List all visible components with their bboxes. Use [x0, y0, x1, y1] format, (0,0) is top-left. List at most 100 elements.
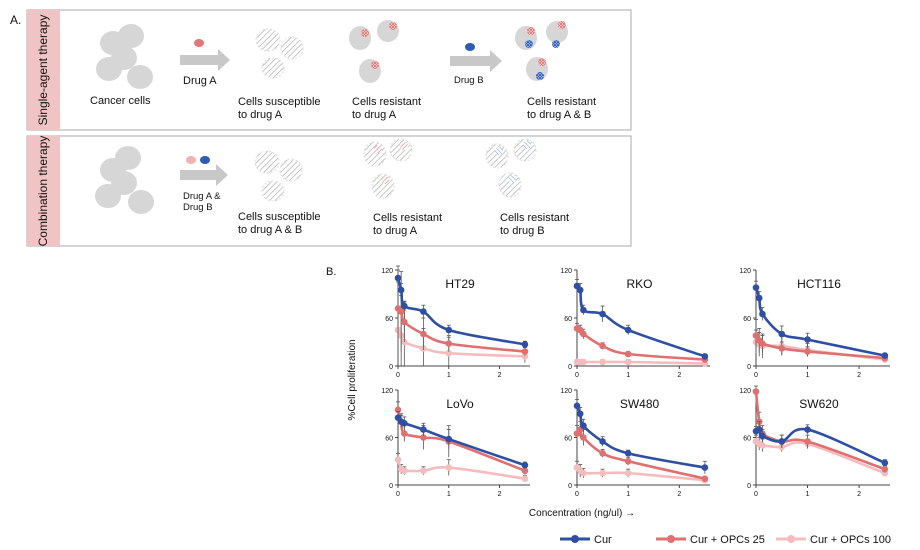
series-0 — [394, 410, 529, 469]
series-line — [396, 409, 526, 472]
drug-b-label: Drug B — [454, 75, 484, 86]
x-tick-label: 0 — [575, 372, 579, 379]
series-1 — [573, 323, 709, 363]
y-tick-label: 120 — [739, 268, 751, 275]
data-point — [521, 353, 529, 360]
combo-resistant-a-label: Cells resistant to drug A — [373, 212, 445, 237]
legend-item-opcs25: Cur + OPCs 25 — [656, 534, 765, 546]
x-axis-label: Concentration (ng/ul) → — [529, 508, 635, 519]
data-point — [580, 330, 587, 338]
legend-item-cur: Cur — [560, 534, 612, 546]
combo-susceptible-cells — [254, 150, 303, 202]
combo-resistant-a-cells — [363, 138, 413, 199]
drug-b-pill — [465, 43, 475, 51]
data-point — [752, 284, 760, 291]
arrow-drug-a — [180, 49, 230, 71]
combo-resistant-b-label: Cells resistant to drug B — [500, 212, 572, 237]
data-point — [778, 330, 786, 338]
data-point — [759, 442, 766, 449]
susceptible-a-label: Cells susceptible to drug A — [238, 96, 324, 121]
y-tick-label: 60 — [385, 436, 393, 443]
subplot-sw620: 0 60 120 0 1 2 SW620 — [739, 385, 890, 498]
series-line — [397, 307, 526, 353]
data-point — [401, 318, 408, 326]
legend-item-opcs100: Cur + OPCs 100 — [776, 534, 891, 546]
x-tick-label: 0 — [396, 491, 400, 498]
resistant-a-label: Cells resistant to drug A — [352, 96, 424, 121]
single-agent-side-label: Single-agent therapy — [36, 15, 50, 126]
data-point — [804, 426, 811, 433]
subplot-rko: 0 60 120 0 1 2 RKO — [560, 268, 710, 379]
data-point — [759, 310, 766, 318]
y-axis-label: %Cell proliferation — [347, 339, 358, 420]
data-point — [804, 348, 811, 355]
y-tick-label: 120 — [381, 388, 393, 395]
combination-panel: Combination therapy Drug A & Drug B Cell… — [26, 135, 632, 247]
data-point — [521, 348, 529, 355]
series-1 — [394, 401, 529, 475]
data-point — [759, 432, 766, 440]
data-point — [624, 450, 632, 457]
x-tick-label: 2 — [677, 372, 681, 379]
data-point — [521, 467, 529, 475]
panel-b-label: B. — [326, 266, 336, 278]
data-point — [701, 475, 709, 482]
data-point — [397, 286, 405, 294]
single-agent-panel: Single-agent therapy Cancer cells Drug A… — [26, 9, 632, 131]
x-tick-label: 0 — [754, 372, 758, 379]
data-point — [445, 349, 453, 357]
panel-a-label: A. — [10, 13, 21, 27]
data-point — [624, 358, 632, 366]
y-tick-label: 120 — [560, 388, 572, 395]
x-tick-label: 1 — [447, 372, 451, 379]
y-tick-label: 120 — [739, 388, 751, 395]
y-tick-label: 60 — [564, 316, 572, 323]
series-line — [576, 327, 705, 361]
series-0 — [394, 269, 529, 348]
combination-side-label: Combination therapy — [36, 136, 50, 247]
series-0 — [752, 421, 889, 467]
subplot-sw480: 0 60 120 0 1 2 SW480 — [560, 388, 710, 498]
series-1 — [573, 421, 709, 482]
data-point — [804, 438, 811, 445]
subplot-title: HCT116 — [797, 277, 841, 291]
combo-susceptible-label: Cells susceptible to drug A & B — [238, 211, 324, 236]
y-tick-label: 60 — [743, 436, 751, 443]
susceptible-cells-a — [255, 28, 304, 79]
data-point — [576, 286, 584, 294]
combo-cancer-cells-cluster — [95, 146, 154, 214]
data-point — [778, 438, 786, 445]
series-2 — [394, 452, 529, 482]
arrow-drug-ab — [180, 164, 228, 186]
data-point — [420, 426, 427, 433]
data-point — [759, 340, 766, 347]
data-point — [394, 274, 402, 282]
series-line — [396, 416, 526, 467]
data-point — [576, 410, 584, 418]
data-point — [394, 456, 402, 463]
data-point — [599, 358, 606, 366]
data-point — [521, 461, 529, 469]
subplot-lovo: 0 60 120 0 1 2 LoVo — [381, 388, 530, 498]
data-point — [599, 310, 606, 318]
data-point — [599, 438, 606, 445]
subplot-title: HT29 — [445, 277, 475, 291]
series-0 — [573, 399, 709, 474]
data-point — [599, 450, 606, 457]
y-tick-label: 60 — [385, 316, 393, 323]
data-point — [624, 350, 632, 358]
legend-label-cur: Cur — [594, 534, 612, 546]
data-point — [778, 345, 786, 352]
data-point — [881, 459, 889, 467]
x-tick-label: 0 — [575, 491, 579, 498]
data-point — [752, 388, 760, 395]
data-point — [401, 430, 408, 437]
subplot-title: SW480 — [620, 397, 660, 411]
data-point — [401, 302, 408, 310]
data-point — [445, 464, 453, 471]
data-point — [624, 469, 632, 477]
series-line — [575, 405, 706, 469]
data-point — [701, 464, 709, 471]
data-point — [521, 341, 529, 348]
